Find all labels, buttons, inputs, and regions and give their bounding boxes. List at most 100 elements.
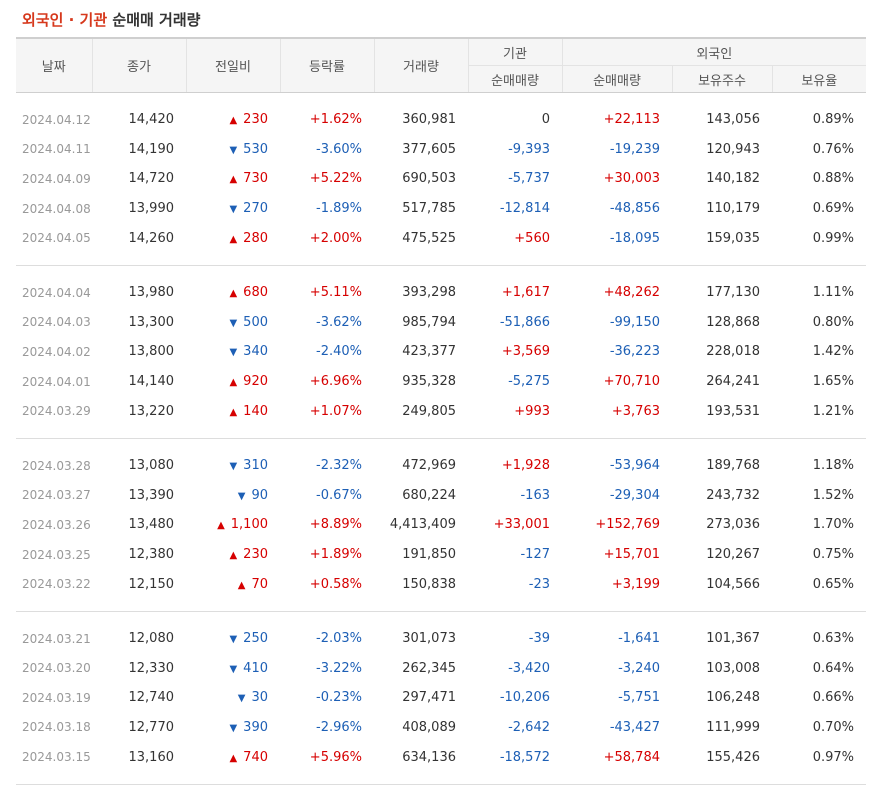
triangle-up-icon: ▲ xyxy=(237,579,246,591)
triangle-down-icon: ▼ xyxy=(229,634,238,646)
cell-foreign-net: -3,240 xyxy=(618,660,660,676)
cell-rate: -2.40% xyxy=(316,344,362,360)
cell-close: 14,190 xyxy=(128,141,175,157)
cell-change: ▲ 70 xyxy=(186,569,280,599)
table-row: 2024.03.29 13,220 ▲ 140 +1.07% 249,805 +993 +3,… xyxy=(16,396,866,426)
cell-volume: 517,785 xyxy=(402,201,456,217)
cell-volume: 935,328 xyxy=(402,374,456,390)
header-foreign-net: 순매매량 xyxy=(561,65,672,93)
triangle-down-icon: ▼ xyxy=(229,461,238,473)
table-row: 2024.04.01 14,140 ▲ 920 +6.96% 935,328 -5,275 +… xyxy=(16,367,866,397)
cell-holdings: 110,179 xyxy=(706,201,760,217)
cell-foreign-net: +58,784 xyxy=(603,749,660,765)
triangle-down-icon: ▼ xyxy=(229,204,238,216)
cell-inst-net: -127 xyxy=(520,547,550,563)
cell-rate: -2.96% xyxy=(316,719,362,735)
cell-holding-ratio: 0.97% xyxy=(812,749,855,765)
cell-rate: -3.60% xyxy=(316,141,362,157)
header-volume: 거래량 xyxy=(373,37,468,93)
cell-close: 14,720 xyxy=(128,171,175,187)
cell-holding-ratio: 0.63% xyxy=(812,631,855,647)
title-suffix: 순매매 거래량 xyxy=(112,11,201,29)
cell-volume: 690,503 xyxy=(402,171,456,187)
cell-holding-ratio: 0.70% xyxy=(812,719,855,735)
cell-holdings: 111,999 xyxy=(706,719,760,735)
header-foreign: 외국인 xyxy=(561,37,867,66)
cell-change: ▼ 250 xyxy=(186,624,280,654)
table-row: 2024.03.15 13,160 ▲ 740 +5.96% 634,136 -18,572… xyxy=(16,742,866,772)
cell-volume: 408,089 xyxy=(402,719,456,735)
triangle-down-icon: ▼ xyxy=(229,663,238,675)
divider-cell xyxy=(16,598,867,612)
cell-holding-ratio: 0.64% xyxy=(812,660,855,676)
divider-cell xyxy=(16,771,867,785)
cell-change: ▼ 530 xyxy=(186,135,280,165)
title-highlight: 외국인 · 기관 xyxy=(22,11,108,29)
cell-date: 2024.03.28 xyxy=(22,458,91,473)
cell-change: ▲ 730 xyxy=(186,164,280,194)
triangle-down-icon: ▼ xyxy=(237,490,246,502)
cell-change: ▲ 920 xyxy=(186,367,280,397)
cell-close: 12,770 xyxy=(128,719,175,735)
cell-date: 2024.04.02 xyxy=(22,344,91,359)
cell-holdings: 103,008 xyxy=(706,660,760,676)
cell-close: 12,080 xyxy=(128,631,175,647)
cell-date: 2024.04.04 xyxy=(22,285,91,300)
cell-foreign-net: +70,710 xyxy=(603,374,660,390)
triangle-down-icon: ▼ xyxy=(229,722,238,734)
group-divider xyxy=(16,252,867,266)
cell-holding-ratio: 1.42% xyxy=(812,344,855,360)
cell-holding-ratio: 0.69% xyxy=(812,201,855,217)
group-divider xyxy=(16,425,867,439)
cell-holdings: 104,566 xyxy=(706,576,760,592)
cell-volume: 680,224 xyxy=(402,487,456,503)
cell-rate: +1.07% xyxy=(309,403,362,419)
group-divider xyxy=(16,598,867,612)
cell-close: 12,380 xyxy=(128,547,175,563)
cell-holdings: 140,182 xyxy=(706,171,760,187)
cell-holdings: 120,267 xyxy=(706,547,760,563)
group-spacer xyxy=(16,611,866,624)
cell-close: 13,390 xyxy=(128,487,175,503)
cell-foreign-net: -29,304 xyxy=(609,487,660,503)
cell-date: 2024.04.11 xyxy=(22,142,91,157)
triangle-up-icon: ▲ xyxy=(229,233,238,245)
change-value: 730 xyxy=(243,171,268,187)
table-row: 2024.03.22 12,150 ▲ 70 +0.58% 150,838 -23 +3,19… xyxy=(16,569,866,599)
cell-volume: 634,136 xyxy=(402,749,456,765)
cell-foreign-net: +22,113 xyxy=(603,112,660,128)
cell-date: 2024.04.08 xyxy=(22,201,91,216)
change-value: 680 xyxy=(243,285,268,301)
cell-close: 13,160 xyxy=(128,749,175,765)
triangle-down-icon: ▼ xyxy=(229,317,238,329)
cell-inst-net: -5,275 xyxy=(508,374,550,390)
cell-rate: +5.96% xyxy=(309,749,362,765)
cell-date: 2024.03.18 xyxy=(22,720,91,735)
cell-inst-net: +33,001 xyxy=(493,517,550,533)
cell-holdings: 243,732 xyxy=(706,487,760,503)
cell-holding-ratio: 0.88% xyxy=(812,171,855,187)
triangle-up-icon: ▲ xyxy=(229,550,238,562)
cell-rate: -2.03% xyxy=(316,631,362,647)
cell-inst-net: -10,206 xyxy=(499,690,550,706)
cell-foreign-net: -5,751 xyxy=(618,690,660,706)
cell-inst-net: +993 xyxy=(514,403,550,419)
change-value: 270 xyxy=(243,201,268,217)
cell-holdings: 120,943 xyxy=(706,141,760,157)
spacer-cell xyxy=(16,611,866,624)
spacer-cell xyxy=(16,265,866,278)
cell-foreign-net: +3,763 xyxy=(611,403,660,419)
cell-rate: +1.89% xyxy=(309,547,362,563)
cell-inst-net: -39 xyxy=(528,631,550,647)
cell-rate: -0.23% xyxy=(316,690,362,706)
divider-cell xyxy=(16,252,867,266)
cell-change: ▲ 230 xyxy=(186,105,280,135)
cell-change: ▲ 680 xyxy=(186,278,280,308)
cell-holding-ratio: 1.70% xyxy=(812,517,855,533)
cell-holding-ratio: 0.76% xyxy=(812,141,855,157)
cell-date: 2024.03.21 xyxy=(22,631,91,646)
cell-change: ▼ 500 xyxy=(186,308,280,338)
change-value: 250 xyxy=(243,631,268,647)
cell-close: 14,140 xyxy=(128,374,175,390)
change-value: 280 xyxy=(243,230,268,246)
